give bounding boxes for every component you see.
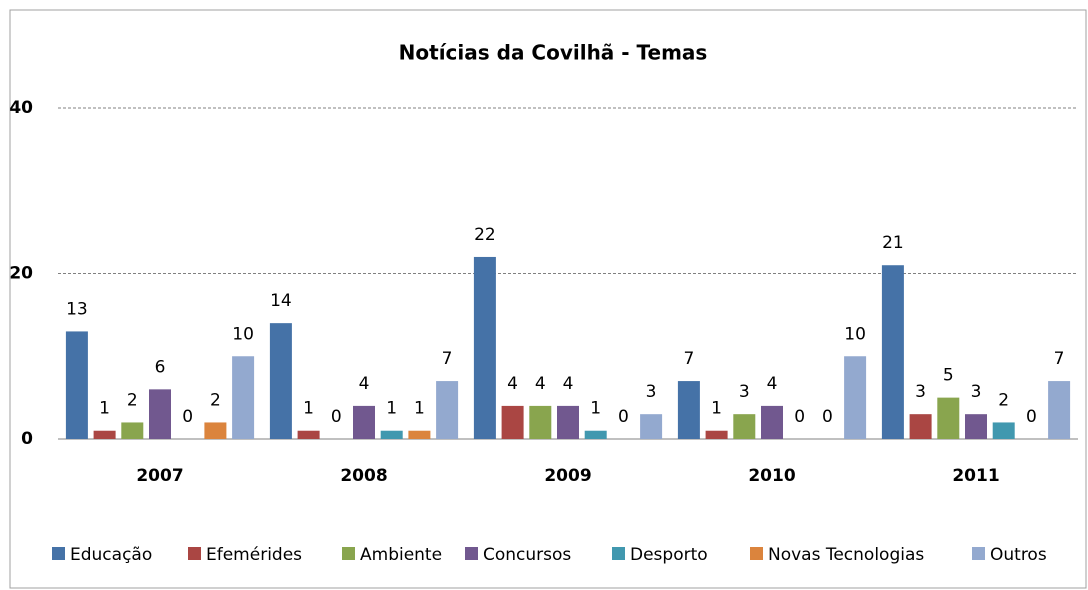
value-label: 3 [646,382,657,402]
legend-label: Concursos [483,545,571,565]
bar [436,381,459,439]
y-tick-label: 20 [9,264,33,284]
bar [965,414,987,439]
bar [761,405,783,439]
y-tick-label: 0 [21,429,33,449]
legend-label: Educação [70,545,152,565]
bar [121,422,144,439]
value-label: 1 [386,399,397,419]
value-label: 0 [822,407,833,427]
chart-frame [9,9,1087,589]
x-tick-label: 2008 [340,466,387,486]
value-label: 0 [331,407,342,427]
value-label: 7 [1054,349,1065,369]
value-label: 7 [683,349,694,369]
bar [640,414,663,439]
bar [353,405,375,439]
value-label: 4 [535,374,546,394]
bar [557,405,579,439]
value-label: 0 [794,407,805,427]
value-label: 13 [66,299,88,319]
bar [204,422,227,439]
bar [992,422,1015,439]
legend-swatch [750,547,763,560]
legend-swatch [465,547,478,560]
value-label: 1 [99,399,110,419]
bar [473,256,496,439]
value-label: 3 [915,382,926,402]
value-label: 3 [739,382,750,402]
value-label: 5 [943,366,954,386]
bar [937,397,960,439]
value-label: 22 [474,225,496,245]
bar [501,405,524,439]
value-label: 7 [442,349,453,369]
bar [149,389,171,439]
x-tick-label: 2010 [748,466,795,486]
legend-swatch [52,547,65,560]
bar [529,405,552,439]
chart-title: Notícias da Covilhã - Temas [399,41,708,65]
value-label: 10 [844,324,866,344]
bar [380,430,403,439]
value-label: 1 [303,399,314,419]
bar [65,331,88,439]
legend-label: Ambiente [360,545,442,565]
legend-label: Efemérides [206,545,302,565]
legend-label: Novas Tecnologias [768,545,924,565]
bar [232,356,255,439]
value-label: 21 [882,233,904,253]
value-label: 0 [618,407,629,427]
bar [408,430,431,439]
legend-swatch [342,547,355,560]
value-label: 4 [767,374,778,394]
x-tick-label: 2009 [544,466,591,486]
legend-swatch [612,547,625,560]
value-label: 4 [563,374,574,394]
bar [269,323,292,439]
value-label: 3 [971,382,982,402]
value-label: 0 [182,407,193,427]
bar [705,430,728,439]
bar [93,430,116,439]
value-label: 4 [507,374,518,394]
value-label: 2 [210,390,221,410]
value-label: 14 [270,291,292,311]
value-label: 1 [590,399,601,419]
value-label: 4 [359,374,370,394]
value-label: 1 [414,399,425,419]
value-label: 2 [127,390,138,410]
bar [584,430,607,439]
bar [1048,381,1071,439]
bar [844,356,867,439]
x-tick-label: 2011 [952,466,999,486]
legend-label: Desporto [630,545,708,565]
legend-swatch [188,547,201,560]
bar [297,430,320,439]
value-label: 6 [155,357,166,377]
value-label: 10 [232,324,254,344]
value-label: 1 [711,399,722,419]
value-label: 2 [998,390,1009,410]
x-tick-label: 2007 [136,466,183,486]
y-tick-label: 40 [9,98,33,118]
legend-label: Outros [990,545,1047,565]
bar [881,265,904,439]
legend-swatch [972,547,985,560]
bar [677,381,700,439]
bar [909,414,932,439]
value-label: 0 [1026,407,1037,427]
bar [733,414,756,439]
